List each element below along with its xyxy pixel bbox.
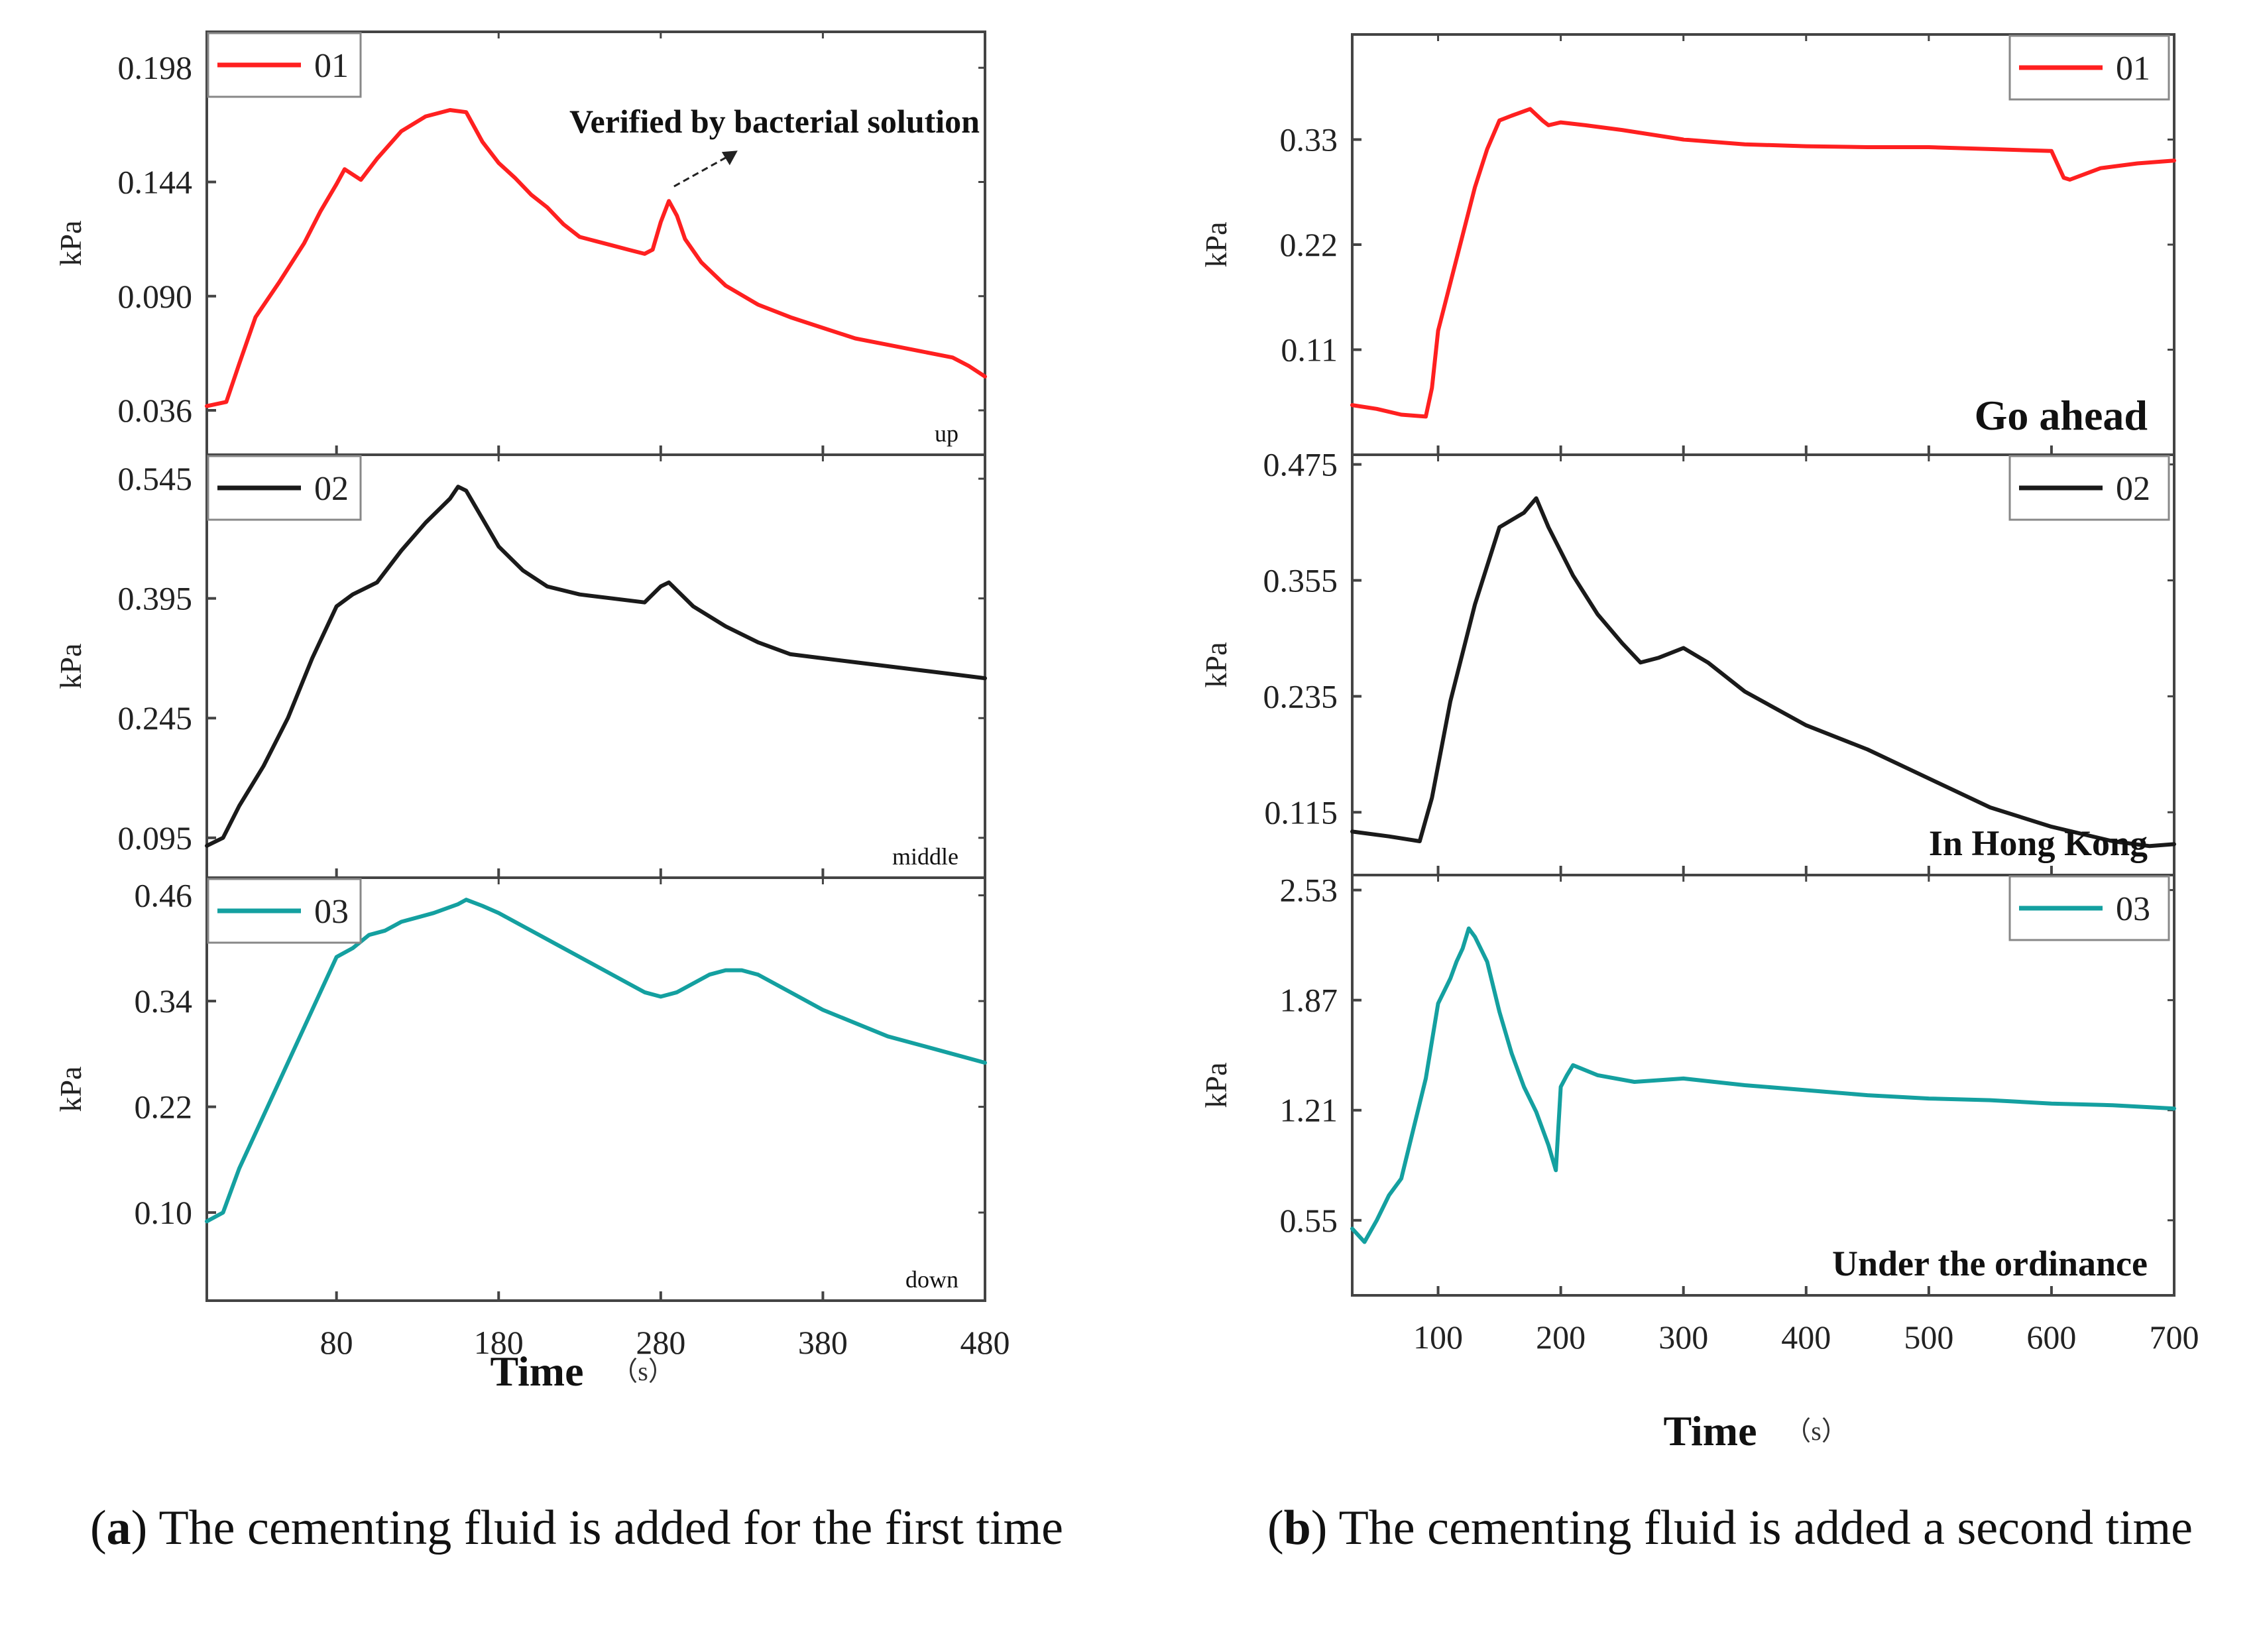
legend-label: 03 [314, 893, 349, 931]
caption-b-text: The cementing fluid is added a second ti… [1338, 1501, 2193, 1555]
annotation-text: Verified by bacterial solution [569, 103, 980, 140]
x-tick-label: 200 [1536, 1319, 1586, 1356]
y-tick-label: 0.090 [118, 278, 193, 315]
x-tick-label: 180 [474, 1324, 524, 1361]
corner-label: Go ahead [1975, 392, 2148, 439]
legend-label: 02 [314, 470, 349, 508]
y-tick-label: 2.53 [1280, 872, 1338, 909]
y-tick-label: 0.235 [1263, 678, 1338, 715]
y-tick-label: 0.036 [118, 392, 193, 429]
y-tick-label: 0.095 [118, 819, 193, 856]
corner-label: middle [892, 843, 958, 870]
annotation-arrow [673, 152, 734, 188]
y-axis-label: kPa [1199, 1063, 1233, 1108]
panel-b-subplot-3: 2.53 1.87 1.21 0.55 100 200 300 400 500 600 700 kPa… [1199, 872, 2199, 1356]
y-tick-label: 0.22 [1280, 226, 1338, 263]
caption-b-letter: b [1283, 1501, 1311, 1555]
legend: 03 [207, 878, 362, 944]
y-tick-label: 0.144 [118, 163, 193, 200]
y-tick-label: 0.545 [118, 460, 193, 497]
y-tick-label: 0.22 [135, 1089, 193, 1126]
series-line-03 [1350, 926, 2176, 1244]
panel-b: 0.33 0.22 0.11 kPa 01 Go ahead 0.475 0.355 0.235… [1199, 33, 2199, 1454]
corner-label: In Hong Kong [1929, 823, 2148, 863]
x-axis-title: Time （s） [1663, 1407, 1847, 1454]
y-tick-label: 0.10 [135, 1194, 193, 1231]
caption-a-text: The cementing fluid is added for the fir… [158, 1501, 1063, 1555]
x-tick-label: 400 [1781, 1319, 1831, 1356]
plot-frame [1351, 874, 2175, 1297]
y-axis-label: kPa [54, 221, 87, 266]
caption-b: (b) The cementing fluid is added a secon… [1267, 1501, 2193, 1555]
panel-a-subplot-1: 0.198 0.144 0.090 0.036 kPa 01 up Verified by b… [54, 30, 987, 456]
panel-b-subplot-2: 0.475 0.355 0.235 0.115 kPa 02 In Hong Kong [1199, 446, 2176, 876]
x-tick-label: 280 [636, 1324, 685, 1361]
legend: 02 [2008, 455, 2170, 521]
x-axis-label: Time [490, 1348, 583, 1395]
legend: 01 [2008, 34, 2170, 101]
corner-label: down [905, 1266, 958, 1293]
legend-label: 03 [2116, 890, 2150, 928]
y-axis-label: kPa [54, 644, 87, 689]
y-tick-label: 0.46 [135, 877, 193, 914]
x-axis-unit: （s） [611, 1356, 675, 1386]
y-tick-label: 0.55 [1280, 1202, 1338, 1239]
legend-label: 01 [314, 47, 349, 85]
y-axis-label: kPa [54, 1067, 87, 1112]
y-tick-label: 0.115 [1264, 794, 1338, 831]
corner-label: up [935, 420, 958, 447]
x-tick-label: 700 [2150, 1319, 2199, 1356]
legend-label: 02 [2116, 470, 2150, 508]
series-line-02 [1350, 496, 2176, 849]
plot-frame [205, 876, 986, 1302]
x-axis-unit: （s） [1784, 1416, 1848, 1446]
y-tick-label: 0.198 [118, 49, 193, 86]
x-axis-label: Time [1663, 1407, 1757, 1454]
corner-label: Under the ordinance [1832, 1244, 2148, 1283]
y-axis-label: kPa [1199, 642, 1233, 688]
panel-b-subplot-1: 0.33 0.22 0.11 kPa 01 Go ahead [1199, 33, 2176, 456]
series-line-02 [205, 485, 987, 848]
panel-a: 0.198 0.144 0.090 0.036 kPa 01 up Verified by b… [54, 30, 1010, 1395]
caption-a-letter: a [106, 1501, 131, 1555]
y-tick-label: 0.355 [1263, 561, 1338, 599]
y-tick-label: 0.245 [118, 699, 193, 737]
series-line-01 [205, 108, 987, 408]
series-line-03 [205, 898, 987, 1224]
y-tick-label: 0.395 [118, 580, 193, 617]
y-tick-label: 0.34 [135, 982, 193, 1020]
x-tick-label: 480 [960, 1324, 1010, 1361]
annotation-arrowhead [721, 150, 738, 166]
y-tick-label: 1.87 [1280, 982, 1338, 1019]
x-tick-label: 80 [320, 1324, 353, 1361]
x-tick-label: 500 [1904, 1319, 1953, 1356]
legend: 03 [2008, 875, 2170, 941]
x-tick-label: 100 [1413, 1319, 1463, 1356]
panel-a-subplot-2: 0.545 0.395 0.245 0.095 kPa 02 middle [54, 453, 987, 879]
y-tick-label: 0.33 [1280, 121, 1338, 158]
x-tick-label: 380 [798, 1324, 848, 1361]
y-axis-label: kPa [1199, 222, 1233, 268]
x-tick-label: 600 [2026, 1319, 2076, 1356]
y-tick-label: 0.475 [1263, 446, 1338, 483]
y-tick-label: 1.21 [1280, 1092, 1338, 1129]
legend: 01 [207, 32, 362, 98]
series-line-01 [1350, 107, 2176, 419]
caption-a: (a) The cementing fluid is added for the… [90, 1501, 1063, 1555]
x-axis-title: Time （s） [490, 1348, 674, 1395]
legend: 02 [207, 455, 362, 521]
panel-a-subplot-3: 0.46 0.34 0.22 0.10 80 180 280 380 480 kPa 03 down [54, 876, 1010, 1361]
legend-label: 01 [2116, 50, 2150, 88]
y-tick-label: 0.11 [1281, 331, 1338, 369]
x-tick-label: 300 [1658, 1319, 1708, 1356]
